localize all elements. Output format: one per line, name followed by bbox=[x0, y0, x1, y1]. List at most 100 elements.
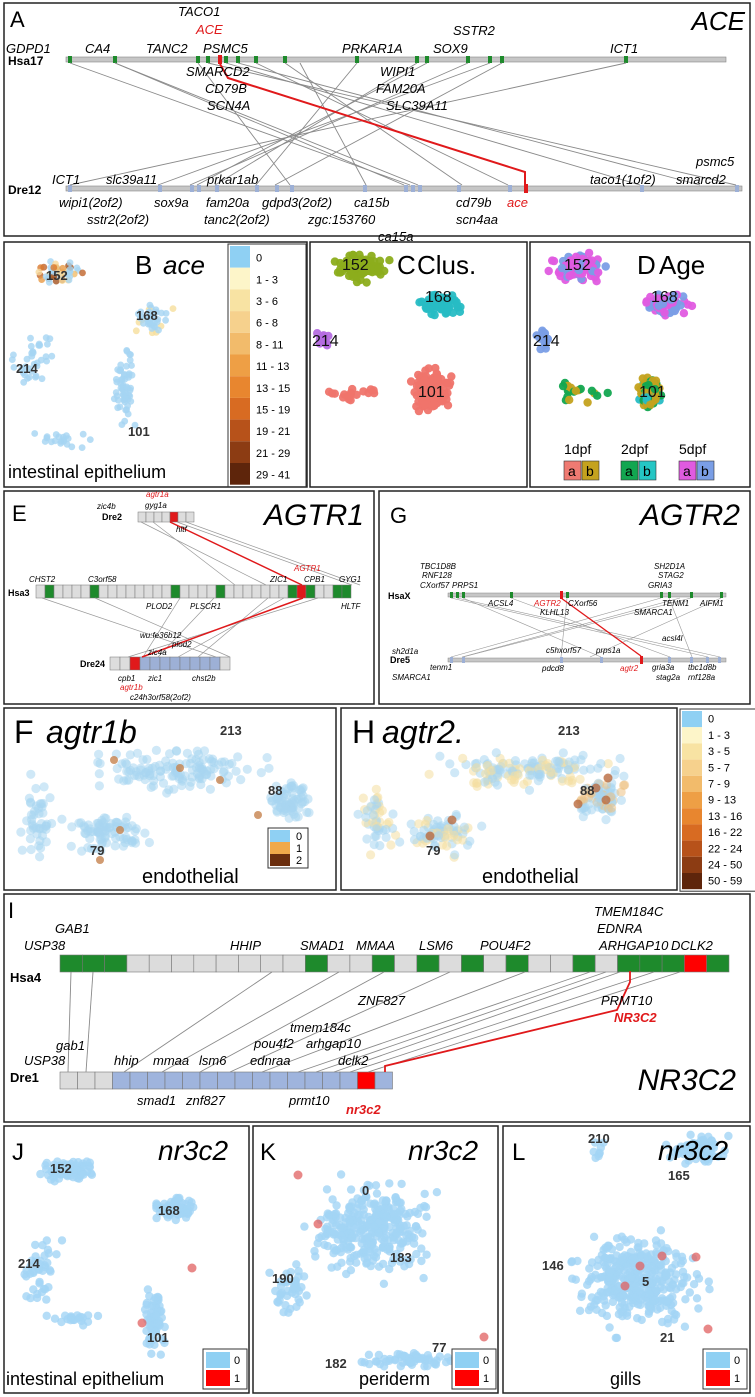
svg-text:acsl4l: acsl4l bbox=[662, 634, 683, 643]
gene-box bbox=[332, 584, 343, 599]
cell-dot bbox=[599, 1138, 608, 1147]
svg-text:KLHL13: KLHL13 bbox=[540, 608, 569, 617]
cell-dot bbox=[707, 1136, 716, 1146]
cell-dot bbox=[66, 1316, 75, 1325]
cell-dot bbox=[116, 367, 124, 375]
ortholog-line bbox=[199, 971, 385, 1073]
svg-text:AIFM1: AIFM1 bbox=[699, 599, 724, 608]
cell-dot bbox=[256, 768, 266, 778]
cell-dot bbox=[324, 331, 333, 341]
cell-dot bbox=[452, 301, 461, 310]
cell-dot bbox=[328, 1195, 337, 1204]
svg-text:CHST2: CHST2 bbox=[29, 575, 56, 584]
cell-dot bbox=[580, 802, 590, 813]
cell-dot bbox=[368, 810, 378, 820]
svg-text:CPB1: CPB1 bbox=[304, 575, 325, 584]
cell-dot bbox=[328, 389, 337, 398]
cell-dot bbox=[598, 1288, 607, 1298]
cell-dot bbox=[279, 1308, 288, 1317]
gene-box bbox=[89, 584, 100, 599]
cell-dot bbox=[78, 444, 86, 451]
panel-l-tissue: gills bbox=[610, 1369, 641, 1389]
cell-dot bbox=[101, 813, 111, 824]
cell-dot bbox=[366, 385, 375, 394]
cell-dot bbox=[577, 1292, 586, 1302]
ortholog-line bbox=[315, 971, 607, 1073]
svg-text:b: b bbox=[701, 463, 709, 479]
cell-dot bbox=[662, 1140, 671, 1150]
cell-dot-expressing bbox=[691, 1252, 701, 1262]
cell-dot bbox=[345, 1203, 354, 1213]
cell-dot bbox=[406, 377, 416, 386]
legend-label: 13 - 16 bbox=[708, 811, 742, 823]
gene-box bbox=[594, 954, 618, 973]
cell-dot bbox=[47, 818, 57, 829]
cell-dot bbox=[143, 1285, 153, 1294]
ace-zebrafish-mark bbox=[524, 184, 528, 193]
cell-dot bbox=[593, 391, 602, 400]
cell-dot-expressing bbox=[110, 756, 118, 764]
cell-dot bbox=[510, 771, 520, 781]
cell-dot bbox=[162, 316, 170, 324]
cell-dot bbox=[125, 765, 135, 776]
legend-label: 50 - 59 bbox=[708, 876, 742, 888]
cell-dot bbox=[353, 262, 362, 272]
cell-dot bbox=[442, 308, 451, 317]
cell-dot bbox=[415, 1354, 424, 1364]
cell-dot bbox=[33, 359, 41, 367]
cell-dot bbox=[42, 1158, 51, 1168]
cell-dot bbox=[346, 1219, 355, 1228]
cell-dot bbox=[28, 821, 38, 831]
cell-dot bbox=[272, 807, 282, 817]
gene-box bbox=[416, 954, 440, 973]
svg-text:Dre2: Dre2 bbox=[102, 512, 122, 522]
cell-dot bbox=[300, 1222, 309, 1231]
cell-dot bbox=[33, 1289, 42, 1299]
cell-dot bbox=[35, 852, 45, 862]
cell-dot bbox=[406, 819, 416, 829]
cell-dot bbox=[567, 1257, 576, 1267]
cell-dot bbox=[617, 1253, 627, 1262]
cell-dot bbox=[46, 1267, 55, 1276]
gene-box bbox=[71, 584, 82, 599]
cell-dot bbox=[10, 364, 18, 371]
cell-dot bbox=[616, 787, 626, 797]
svg-text:ARHGAP10: ARHGAP10 bbox=[598, 938, 669, 953]
gene-box bbox=[153, 511, 163, 523]
cell-dot bbox=[409, 1239, 419, 1248]
cell-dot bbox=[651, 1285, 660, 1294]
panel-e-title: AGTR1 bbox=[262, 499, 364, 532]
svg-text:PLOD2: PLOD2 bbox=[146, 602, 173, 611]
cell-dot bbox=[38, 798, 48, 809]
cell-dot bbox=[615, 1242, 624, 1252]
panel-a-title: ACE bbox=[690, 6, 746, 36]
cell-dot bbox=[218, 767, 228, 777]
cell-dot bbox=[421, 1203, 431, 1212]
cell-dot bbox=[57, 439, 64, 447]
cell-dot bbox=[705, 1144, 714, 1153]
svg-text:smarcd2: smarcd2 bbox=[676, 172, 727, 187]
cell-dot bbox=[413, 1209, 423, 1219]
svg-text:c24h3orf58(2of2): c24h3orf58(2of2) bbox=[130, 693, 191, 702]
svg-text:SMARCD2: SMARCD2 bbox=[186, 64, 250, 79]
svg-text:PRMT10: PRMT10 bbox=[601, 993, 653, 1008]
cell-dot bbox=[46, 335, 54, 343]
cell-dot bbox=[144, 316, 152, 324]
cell-dot bbox=[43, 357, 50, 365]
cell-dot bbox=[417, 1256, 426, 1266]
svg-text:tbc1d8b: tbc1d8b bbox=[688, 663, 717, 672]
svg-text:mmaa: mmaa bbox=[153, 1053, 189, 1068]
svg-text:SMARCA1: SMARCA1 bbox=[392, 673, 431, 682]
cell-dot bbox=[148, 1330, 157, 1339]
legend-swatch bbox=[230, 463, 250, 485]
cell-dot bbox=[24, 793, 34, 803]
cell-dot bbox=[331, 1209, 341, 1218]
cell-dot bbox=[162, 788, 172, 798]
cell-dot bbox=[25, 834, 35, 844]
cell-dot bbox=[396, 1206, 405, 1215]
cell-dot bbox=[44, 1249, 53, 1258]
cell-dot bbox=[265, 1268, 274, 1278]
cell-dot bbox=[182, 748, 192, 758]
cell-dot bbox=[365, 1359, 374, 1369]
gene-box bbox=[193, 954, 217, 973]
